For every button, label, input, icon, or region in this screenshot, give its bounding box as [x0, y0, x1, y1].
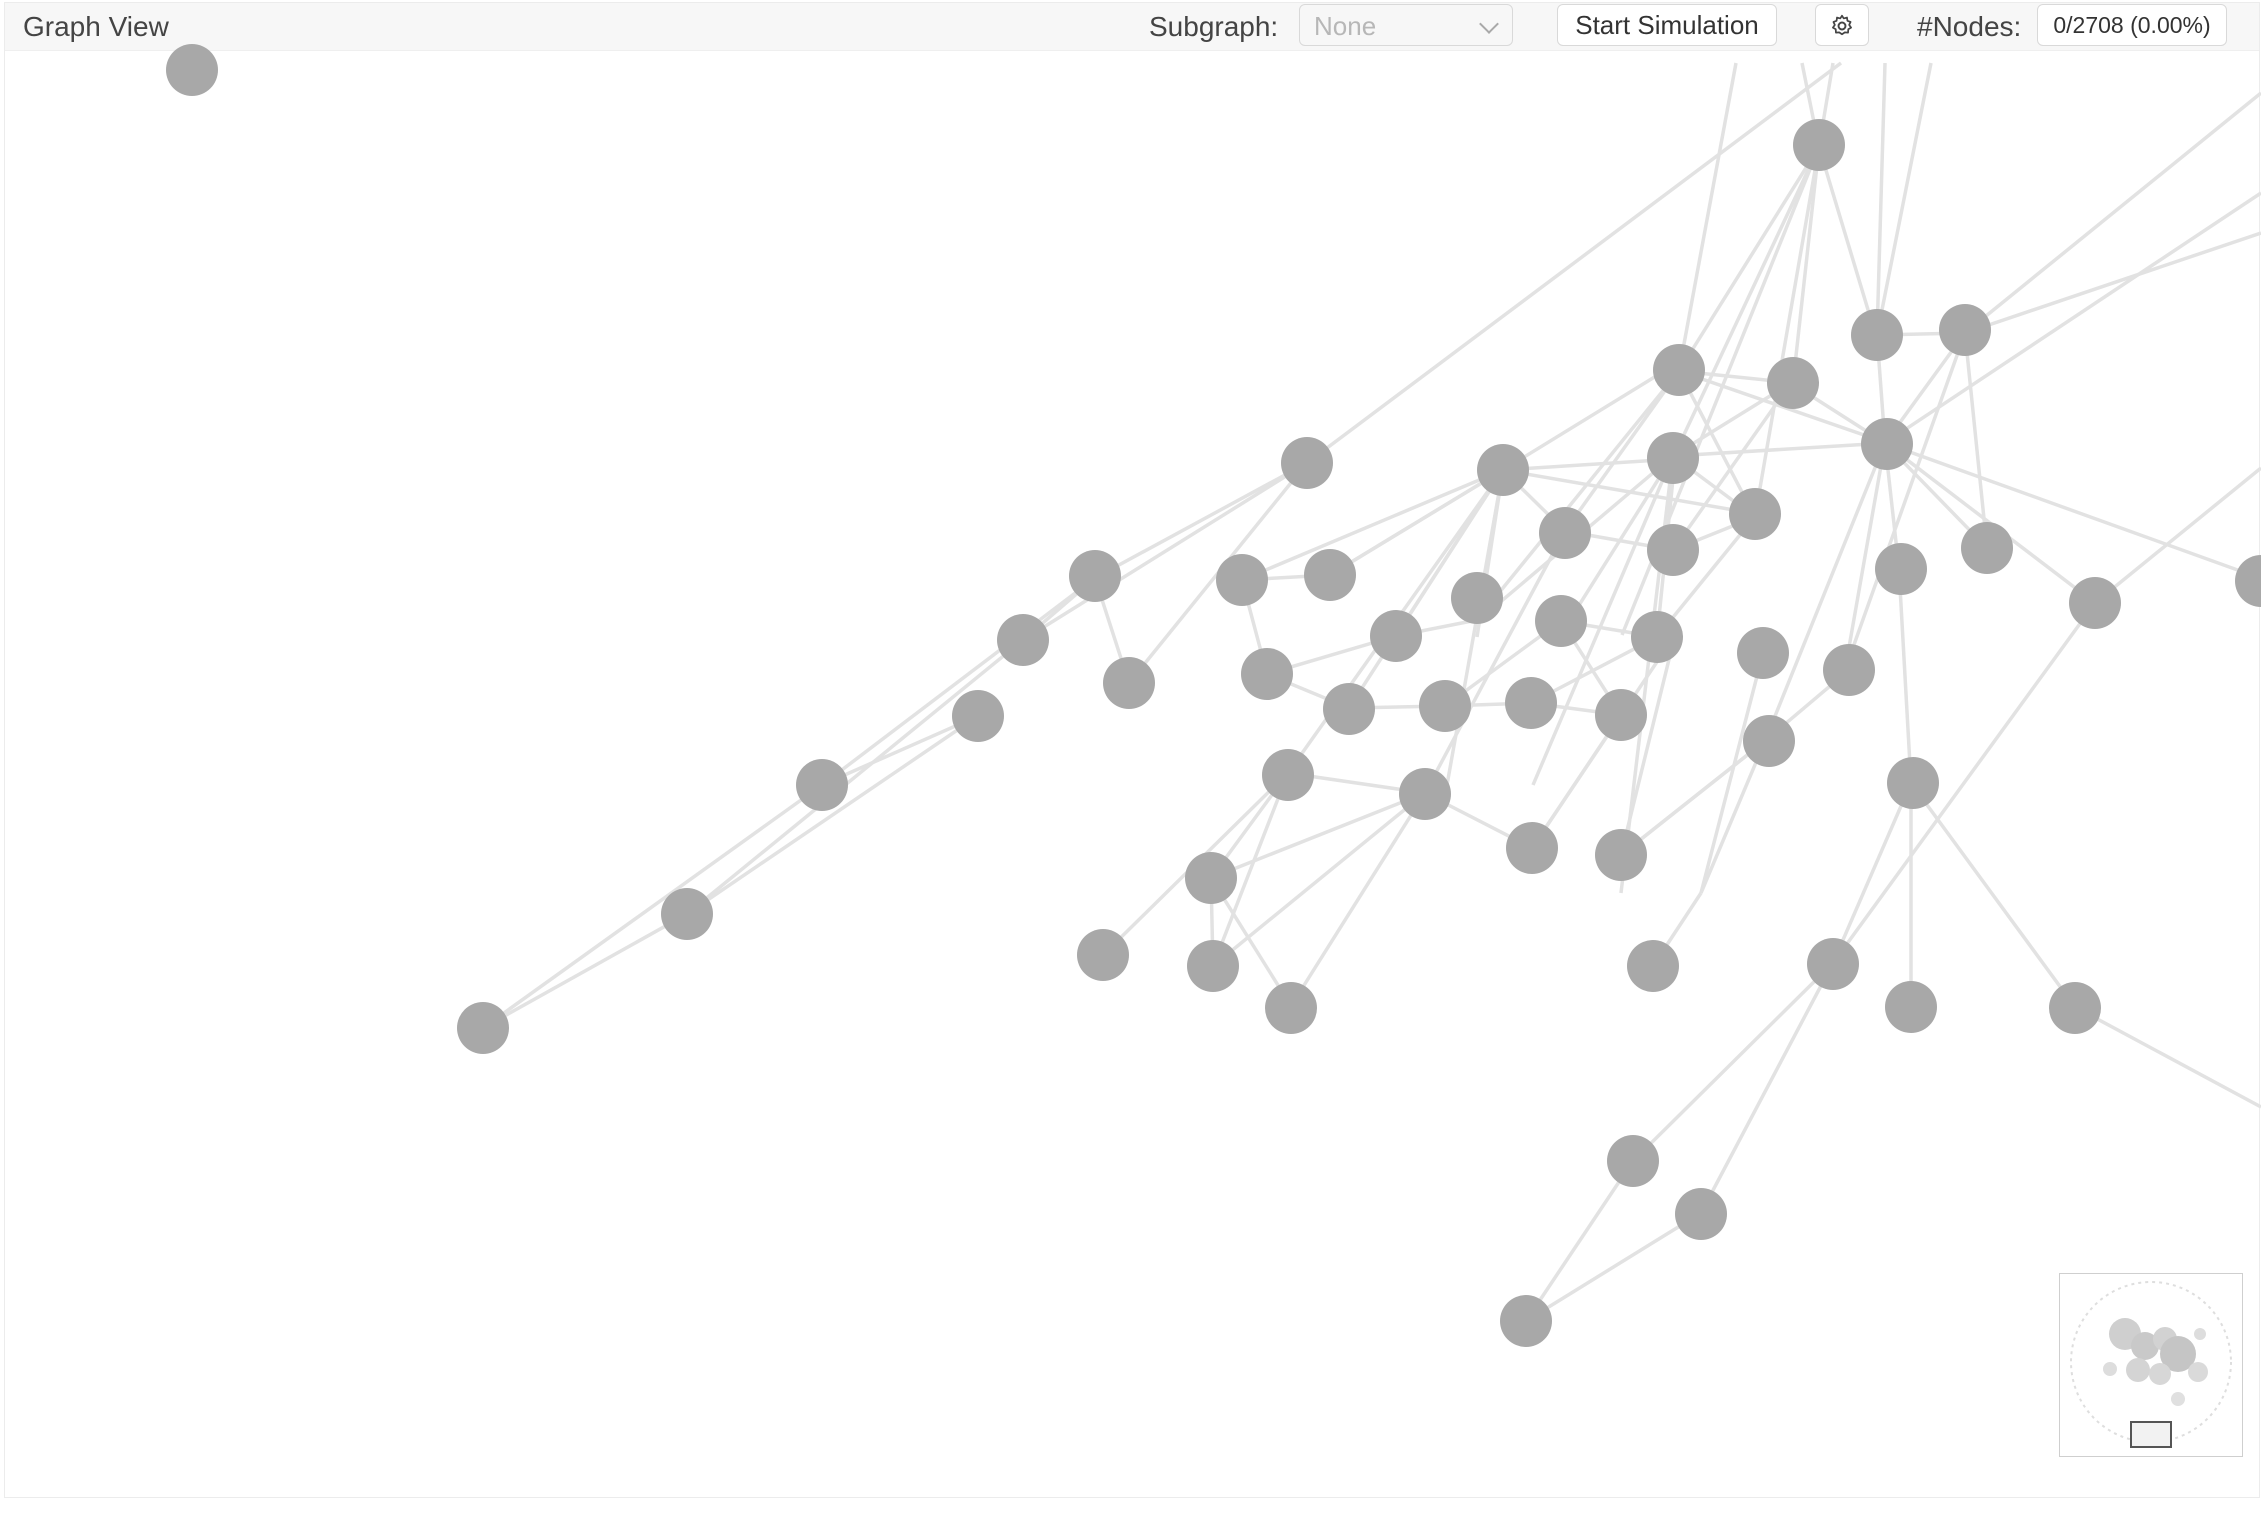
- nodes-label: #Nodes:: [1917, 11, 2022, 42]
- graph-node[interactable]: [1535, 595, 1587, 647]
- graph-node[interactable]: [1241, 648, 1293, 700]
- graph-node[interactable]: [1216, 554, 1268, 606]
- graph-node[interactable]: [1595, 829, 1647, 881]
- graph-canvas[interactable]: [5, 3, 2261, 1499]
- graph-node[interactable]: [1961, 522, 2013, 574]
- graph-node[interactable]: [1505, 677, 1557, 729]
- graph-node[interactable]: [2235, 555, 2261, 607]
- graph-node[interactable]: [1506, 822, 1558, 874]
- graph-node[interactable]: [1675, 1188, 1727, 1240]
- graph-node[interactable]: [1939, 304, 1991, 356]
- graph-node[interactable]: [1885, 981, 1937, 1033]
- graph-node[interactable]: [1477, 444, 1529, 496]
- graph-node[interactable]: [1187, 940, 1239, 992]
- graph-node[interactable]: [997, 614, 1049, 666]
- graph-node[interactable]: [1729, 488, 1781, 540]
- graph-node[interactable]: [1743, 715, 1795, 767]
- graph-node[interactable]: [1323, 683, 1375, 735]
- graph-node[interactable]: [1653, 344, 1705, 396]
- graph-node[interactable]: [1370, 610, 1422, 662]
- graph-node[interactable]: [457, 1002, 509, 1054]
- nodes: [166, 44, 2261, 1347]
- graph-node[interactable]: [1627, 940, 1679, 992]
- graph-node[interactable]: [2069, 577, 2121, 629]
- graph-node[interactable]: [1875, 543, 1927, 595]
- start-simulation-button[interactable]: Start Simulation: [1557, 4, 1777, 46]
- graph-node[interactable]: [1861, 418, 1913, 470]
- graph-node[interactable]: [1419, 680, 1471, 732]
- graph-node[interactable]: [2049, 982, 2101, 1034]
- graph-node[interactable]: [1737, 627, 1789, 679]
- graph-node[interactable]: [1793, 119, 1845, 171]
- graph-node[interactable]: [1304, 549, 1356, 601]
- graph-node[interactable]: [1595, 689, 1647, 741]
- subgraph-select[interactable]: None: [1299, 4, 1513, 46]
- graph-node[interactable]: [661, 888, 713, 940]
- graph-node[interactable]: [166, 44, 218, 96]
- subgraph-select-value: None: [1314, 11, 1377, 41]
- graph-node[interactable]: [1807, 938, 1859, 990]
- minimap-overview-icon: [2070, 1281, 2232, 1448]
- graph-node[interactable]: [1262, 749, 1314, 801]
- graph-node[interactable]: [1399, 768, 1451, 820]
- panel-title: Graph View: [23, 11, 169, 42]
- graph-node[interactable]: [1265, 982, 1317, 1034]
- graph-view-panel: Graph View Subgraph: None Start Simulati…: [4, 2, 2261, 1499]
- edges: [481, 61, 2261, 1323]
- settings-button[interactable]: [1815, 4, 1869, 46]
- graph-node[interactable]: [1500, 1295, 1552, 1347]
- graph-node[interactable]: [1103, 657, 1155, 709]
- graph-node[interactable]: [1887, 757, 1939, 809]
- minimap[interactable]: [2059, 1273, 2243, 1457]
- graph-node[interactable]: [1767, 357, 1819, 409]
- graph-node[interactable]: [1823, 644, 1875, 696]
- graph-node[interactable]: [1185, 852, 1237, 904]
- graph-node[interactable]: [1077, 929, 1129, 981]
- graph-node[interactable]: [1281, 437, 1333, 489]
- graph-node[interactable]: [1647, 432, 1699, 484]
- graph-node[interactable]: [1631, 611, 1683, 663]
- graph-node[interactable]: [952, 690, 1004, 742]
- graph-node[interactable]: [1607, 1135, 1659, 1187]
- graph-node[interactable]: [1851, 309, 1903, 361]
- subgraph-label: Subgraph:: [1149, 11, 1279, 42]
- graph-node[interactable]: [796, 759, 848, 811]
- graph-node[interactable]: [1069, 550, 1121, 602]
- graph-node[interactable]: [1647, 524, 1699, 576]
- nodes-count-badge: 0/2708 (0.00%): [2037, 4, 2227, 46]
- graph-node[interactable]: [1451, 572, 1503, 624]
- graph-node[interactable]: [1539, 507, 1591, 559]
- toolbar: Graph View Subgraph: None Start Simulati…: [5, 3, 2259, 51]
- gear-icon: [1832, 14, 1852, 36]
